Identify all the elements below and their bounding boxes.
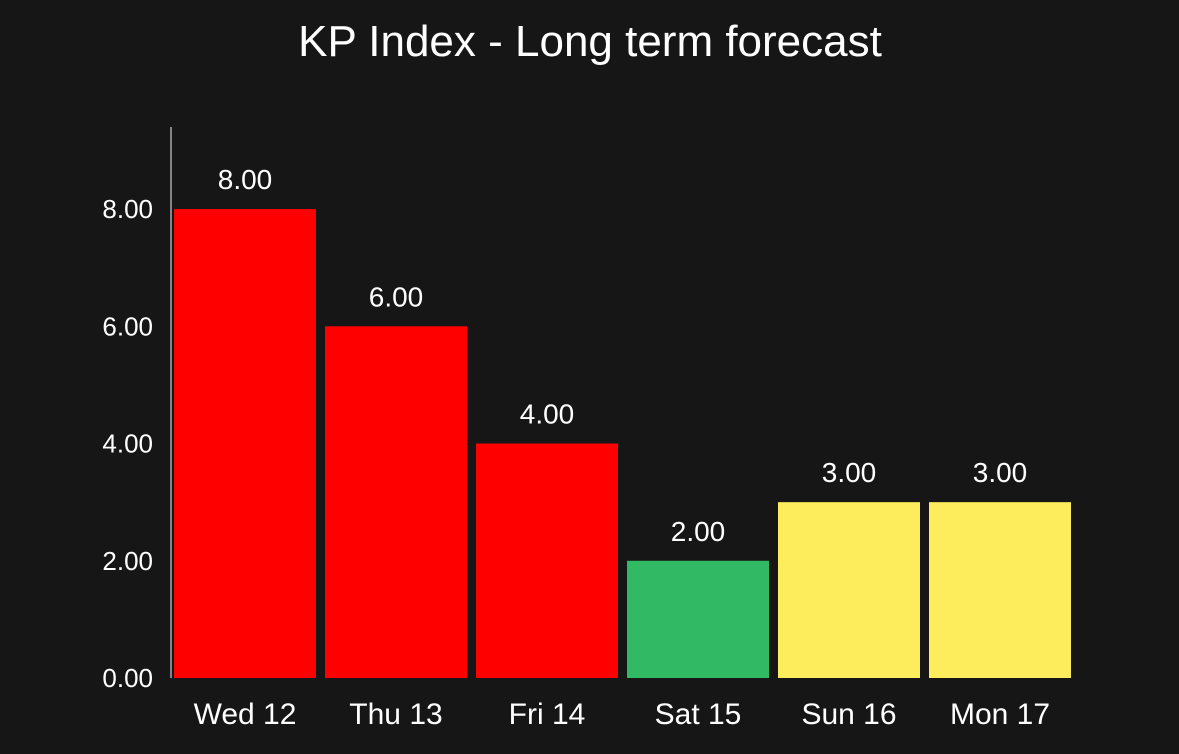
data-label: 2.00 bbox=[671, 516, 726, 547]
data-label: 3.00 bbox=[973, 457, 1028, 488]
chart-title: KP Index - Long term forecast bbox=[298, 17, 882, 66]
y-tick-label: 2.00 bbox=[102, 546, 153, 576]
y-tick-label: 8.00 bbox=[102, 194, 153, 224]
data-label: 4.00 bbox=[520, 399, 575, 430]
y-tick-label: 4.00 bbox=[102, 429, 153, 459]
x-tick-label: Sun 16 bbox=[801, 698, 896, 731]
x-tick-label: Thu 13 bbox=[349, 698, 442, 731]
bar-fri-14 bbox=[476, 443, 618, 678]
data-label: 6.00 bbox=[369, 281, 424, 312]
x-tick-label: Sat 15 bbox=[655, 698, 742, 731]
data-label: 8.00 bbox=[218, 164, 273, 195]
bar-sat-15 bbox=[627, 560, 769, 678]
x-tick-label: Wed 12 bbox=[194, 698, 297, 731]
x-tick-label: Fri 14 bbox=[509, 698, 586, 731]
bar-mon-17 bbox=[929, 502, 1071, 678]
y-tick-label: 0.00 bbox=[102, 663, 153, 693]
x-tick-label: Mon 17 bbox=[950, 698, 1050, 731]
y-tick-label: 6.00 bbox=[102, 311, 153, 341]
bar-wed-12 bbox=[174, 209, 316, 678]
bar-thu-13 bbox=[325, 326, 467, 678]
data-label: 3.00 bbox=[822, 457, 877, 488]
bar-sun-16 bbox=[778, 502, 920, 678]
